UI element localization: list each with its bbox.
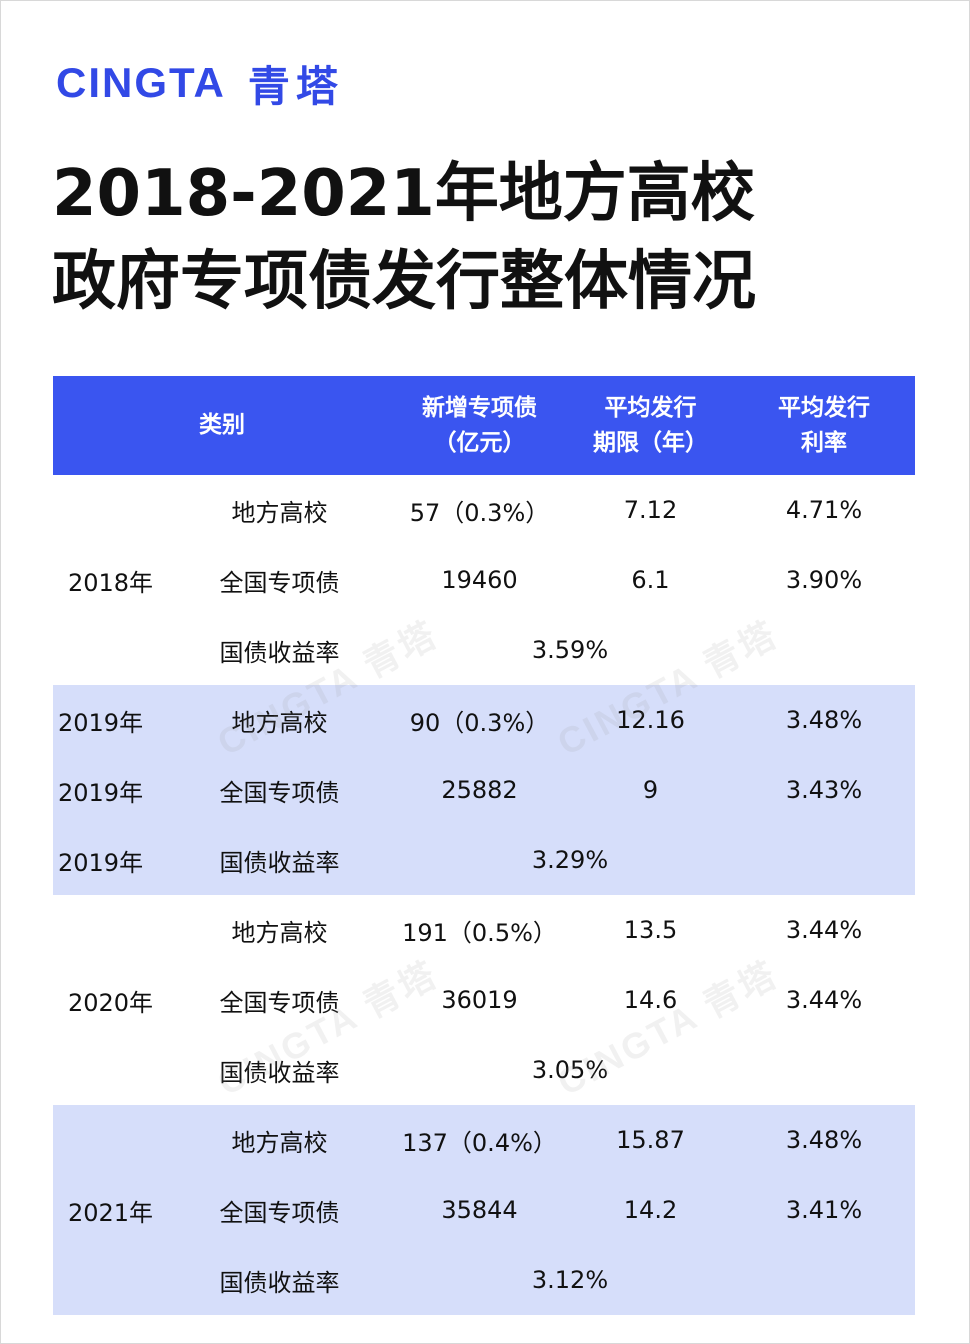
table-row: 2019年 国债收益率 3.29% (53, 825, 915, 895)
term-cell: 15.87 (568, 1105, 733, 1175)
rate-cell: 3.90% (785, 566, 863, 594)
category-cell: 地方高校 (168, 685, 391, 755)
category-cell: 国债收益率 (219, 638, 340, 667)
table-row: 国债收益率 3.12% (53, 1245, 915, 1315)
yield-cell: 3.05% (531, 1056, 609, 1084)
amount-cell: 36019 (441, 986, 518, 1014)
table-row: 2018年 地方高校 57（0.3%） 7.12 4.71% (53, 475, 915, 597)
header-category: 类别 (53, 376, 391, 475)
category-cell: 国债收益率 (168, 1245, 391, 1315)
category-cell: 全国专项债 (168, 755, 391, 825)
brand-name-cn: 青塔 (247, 61, 344, 111)
term-cell: 6.1 (631, 566, 670, 594)
brand-name-en: CINGTA (56, 59, 226, 106)
bond-table: 类别 新增专项债 （亿元） 平均发行 期限（年） 平均发行 利率 2018年 地… (53, 376, 915, 1315)
category-cell: 国债收益率 (219, 1058, 340, 1087)
rate-cell: 3.41% (733, 1175, 915, 1245)
table-row: 全国专项债 35844 14.2 3.41% (53, 1175, 915, 1245)
table-row: 全国专项债 19460 6.1 3.90% (53, 545, 915, 615)
term-cell: 14.6 (623, 986, 678, 1014)
page-title: 2018-2021年地方高校 政府专项债发行整体情况 (52, 150, 756, 326)
header-new-bonds: 新增专项债 （亿元） (391, 376, 568, 475)
amount-cell: 90（0.3%） (391, 685, 568, 755)
table-row: 国债收益率 3.59% (53, 615, 915, 685)
title-line-2: 政府专项债发行整体情况 (52, 245, 756, 319)
amount-cell: 35844 (391, 1175, 568, 1245)
yield-cell: 3.59% (531, 636, 609, 664)
header-avg-term: 平均发行 期限（年） (568, 376, 733, 475)
amount-cell: 57（0.3%） (409, 498, 550, 527)
amount-cell: 191（0.5%） (402, 918, 557, 947)
header-avg-rate: 平均发行 利率 (733, 376, 915, 475)
term-cell: 7.12 (623, 496, 678, 524)
rate-cell: 4.71% (785, 496, 863, 524)
table-row: 国债收益率 3.05% (53, 1035, 915, 1105)
table-row: 2020年 地方高校 191（0.5%） 13.5 3.44% (53, 895, 915, 1017)
table-row: 2021年 地方高校 137（0.4%） 15.87 3.48% (53, 1105, 915, 1315)
rate-cell: 3.44% (785, 916, 863, 944)
term-cell: 12.16 (568, 685, 733, 755)
category-cell: 全国专项债 (219, 988, 340, 1017)
amount-cell: 25882 (391, 755, 568, 825)
rate-cell: 3.48% (733, 685, 915, 755)
table-row: 2019年 地方高校 90（0.3%） 12.16 3.48% (53, 685, 915, 755)
category-cell: 全国专项债 (219, 568, 340, 597)
category-cell: 全国专项债 (168, 1175, 391, 1245)
year-cell: 2019年 (53, 685, 168, 755)
yield-cell: 3.29% (391, 825, 915, 895)
year-cell: 2019年 (53, 825, 168, 895)
brand-logo: CINGTA 青塔 (56, 58, 344, 111)
year-cell: 2018年 (67, 568, 154, 597)
year-cell: 2020年 (67, 988, 154, 1017)
table-header-row: 类别 新增专项债 （亿元） 平均发行 期限（年） 平均发行 利率 (53, 376, 915, 475)
category-cell: 地方高校 (231, 498, 328, 527)
rate-cell: 3.44% (785, 986, 863, 1014)
yield-cell: 3.12% (391, 1245, 915, 1315)
title-line-1: 2018-2021年地方高校 (52, 157, 755, 231)
table-row: 2019年 全国专项债 25882 9 3.43% (53, 755, 915, 825)
amount-cell: 19460 (441, 566, 518, 594)
term-cell: 9 (568, 755, 733, 825)
amount-cell: 137（0.4%） (391, 1105, 568, 1175)
category-cell: 地方高校 (168, 1105, 391, 1175)
category-cell: 地方高校 (231, 918, 328, 947)
category-cell: 国债收益率 (168, 825, 391, 895)
year-cell: 2019年 (53, 755, 168, 825)
year-cell: 2021年 (53, 1105, 168, 1315)
rate-cell: 3.48% (733, 1105, 915, 1175)
rate-cell: 3.43% (733, 755, 915, 825)
term-cell: 14.2 (568, 1175, 733, 1245)
term-cell: 13.5 (623, 916, 678, 944)
table-row: 全国专项债 36019 14.6 3.44% (53, 965, 915, 1035)
